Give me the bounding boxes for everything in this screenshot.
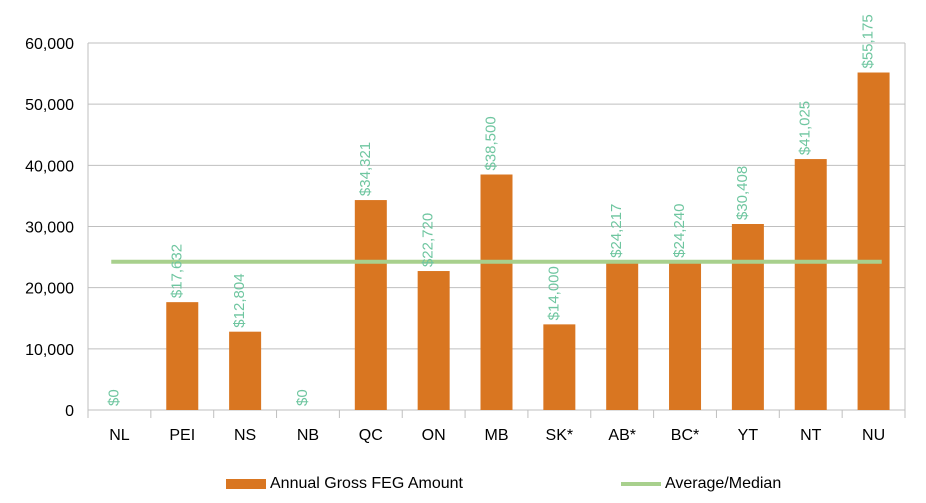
bar — [229, 331, 262, 410]
data-label: $55,175 — [860, 14, 877, 68]
data-label: $38,500 — [483, 116, 500, 170]
legend-item-bar: Annual Gross FEG Amount — [226, 472, 463, 496]
x-axis-ticks: NL PEI NS NB QC ON MB SK* AB* BC* YT NT NU — [109, 427, 885, 444]
bar — [417, 271, 450, 410]
x-tick-label: NL — [109, 427, 130, 444]
x-tick-label: BC* — [671, 427, 699, 444]
gridlines — [87, 42, 906, 418]
y-tick-label: 30,000 — [25, 220, 74, 237]
legend-label-bar: Annual Gross FEG Amount — [270, 475, 463, 492]
y-tick-label: 0 — [65, 403, 74, 420]
bar — [731, 224, 764, 410]
legend-item-line: Average/Median — [621, 472, 781, 496]
bar — [354, 200, 387, 410]
data-label: $24,240 — [671, 203, 688, 257]
x-tick-label: MB — [485, 427, 509, 444]
y-tick-label: 10,000 — [25, 342, 74, 359]
data-label: $22,720 — [420, 213, 437, 267]
y-tick-label: 50,000 — [25, 97, 74, 114]
bar — [166, 302, 199, 410]
bar — [857, 72, 890, 411]
x-tick-label: NT — [800, 427, 822, 444]
legend-swatch-line — [621, 482, 661, 486]
legend-swatch-bar — [226, 479, 266, 489]
legend: Annual Gross FEG Amount Average/Median — [0, 472, 926, 496]
data-label: $0 — [105, 389, 122, 406]
bar — [794, 159, 827, 410]
bar — [669, 261, 702, 410]
y-tick-label: 60,000 — [25, 36, 74, 53]
y-axis-ticks: 0 10,000 20,000 30,000 40,000 50,000 60,000 — [25, 36, 74, 420]
data-label: $41,025 — [797, 101, 814, 155]
data-label: $24,217 — [608, 204, 625, 258]
data-labels: $0 $17,632 $12,804 $0 $34,321 $22,720 $38,500 $… — [105, 14, 876, 406]
legend-label-line: Average/Median — [665, 475, 782, 492]
x-tick-label: NS — [234, 427, 256, 444]
data-label: $30,408 — [734, 166, 751, 220]
data-label: $12,804 — [231, 273, 248, 327]
y-tick-label: 40,000 — [25, 158, 74, 175]
bar — [543, 324, 576, 410]
bars — [166, 72, 890, 411]
data-label: $17,632 — [168, 244, 185, 298]
bar — [480, 174, 513, 410]
x-tick-label: AB* — [608, 427, 636, 444]
data-label: $34,321 — [357, 142, 374, 196]
x-tick-label: PEI — [169, 427, 195, 444]
y-tick-label: 20,000 — [25, 281, 74, 298]
bar — [606, 261, 639, 410]
x-tick-label: NB — [297, 427, 319, 444]
data-label: $14,000 — [545, 266, 562, 320]
x-tick-label: ON — [422, 427, 446, 444]
x-tick-label: SK* — [546, 427, 574, 444]
x-tick-label: YT — [738, 427, 759, 444]
x-tick-label: NU — [862, 427, 885, 444]
data-label: $0 — [294, 389, 311, 406]
x-tick-label: QC — [359, 427, 383, 444]
